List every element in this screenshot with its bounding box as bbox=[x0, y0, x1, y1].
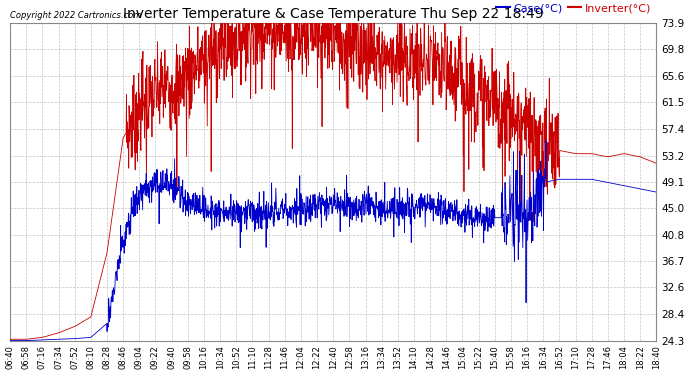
Text: Copyright 2022 Cartronics.com: Copyright 2022 Cartronics.com bbox=[10, 11, 141, 20]
Legend: Case(°C), Inverter(°C): Case(°C), Inverter(°C) bbox=[496, 3, 651, 13]
Title: Inverter Temperature & Case Temperature Thu Sep 22 18:49: Inverter Temperature & Case Temperature … bbox=[123, 6, 544, 21]
